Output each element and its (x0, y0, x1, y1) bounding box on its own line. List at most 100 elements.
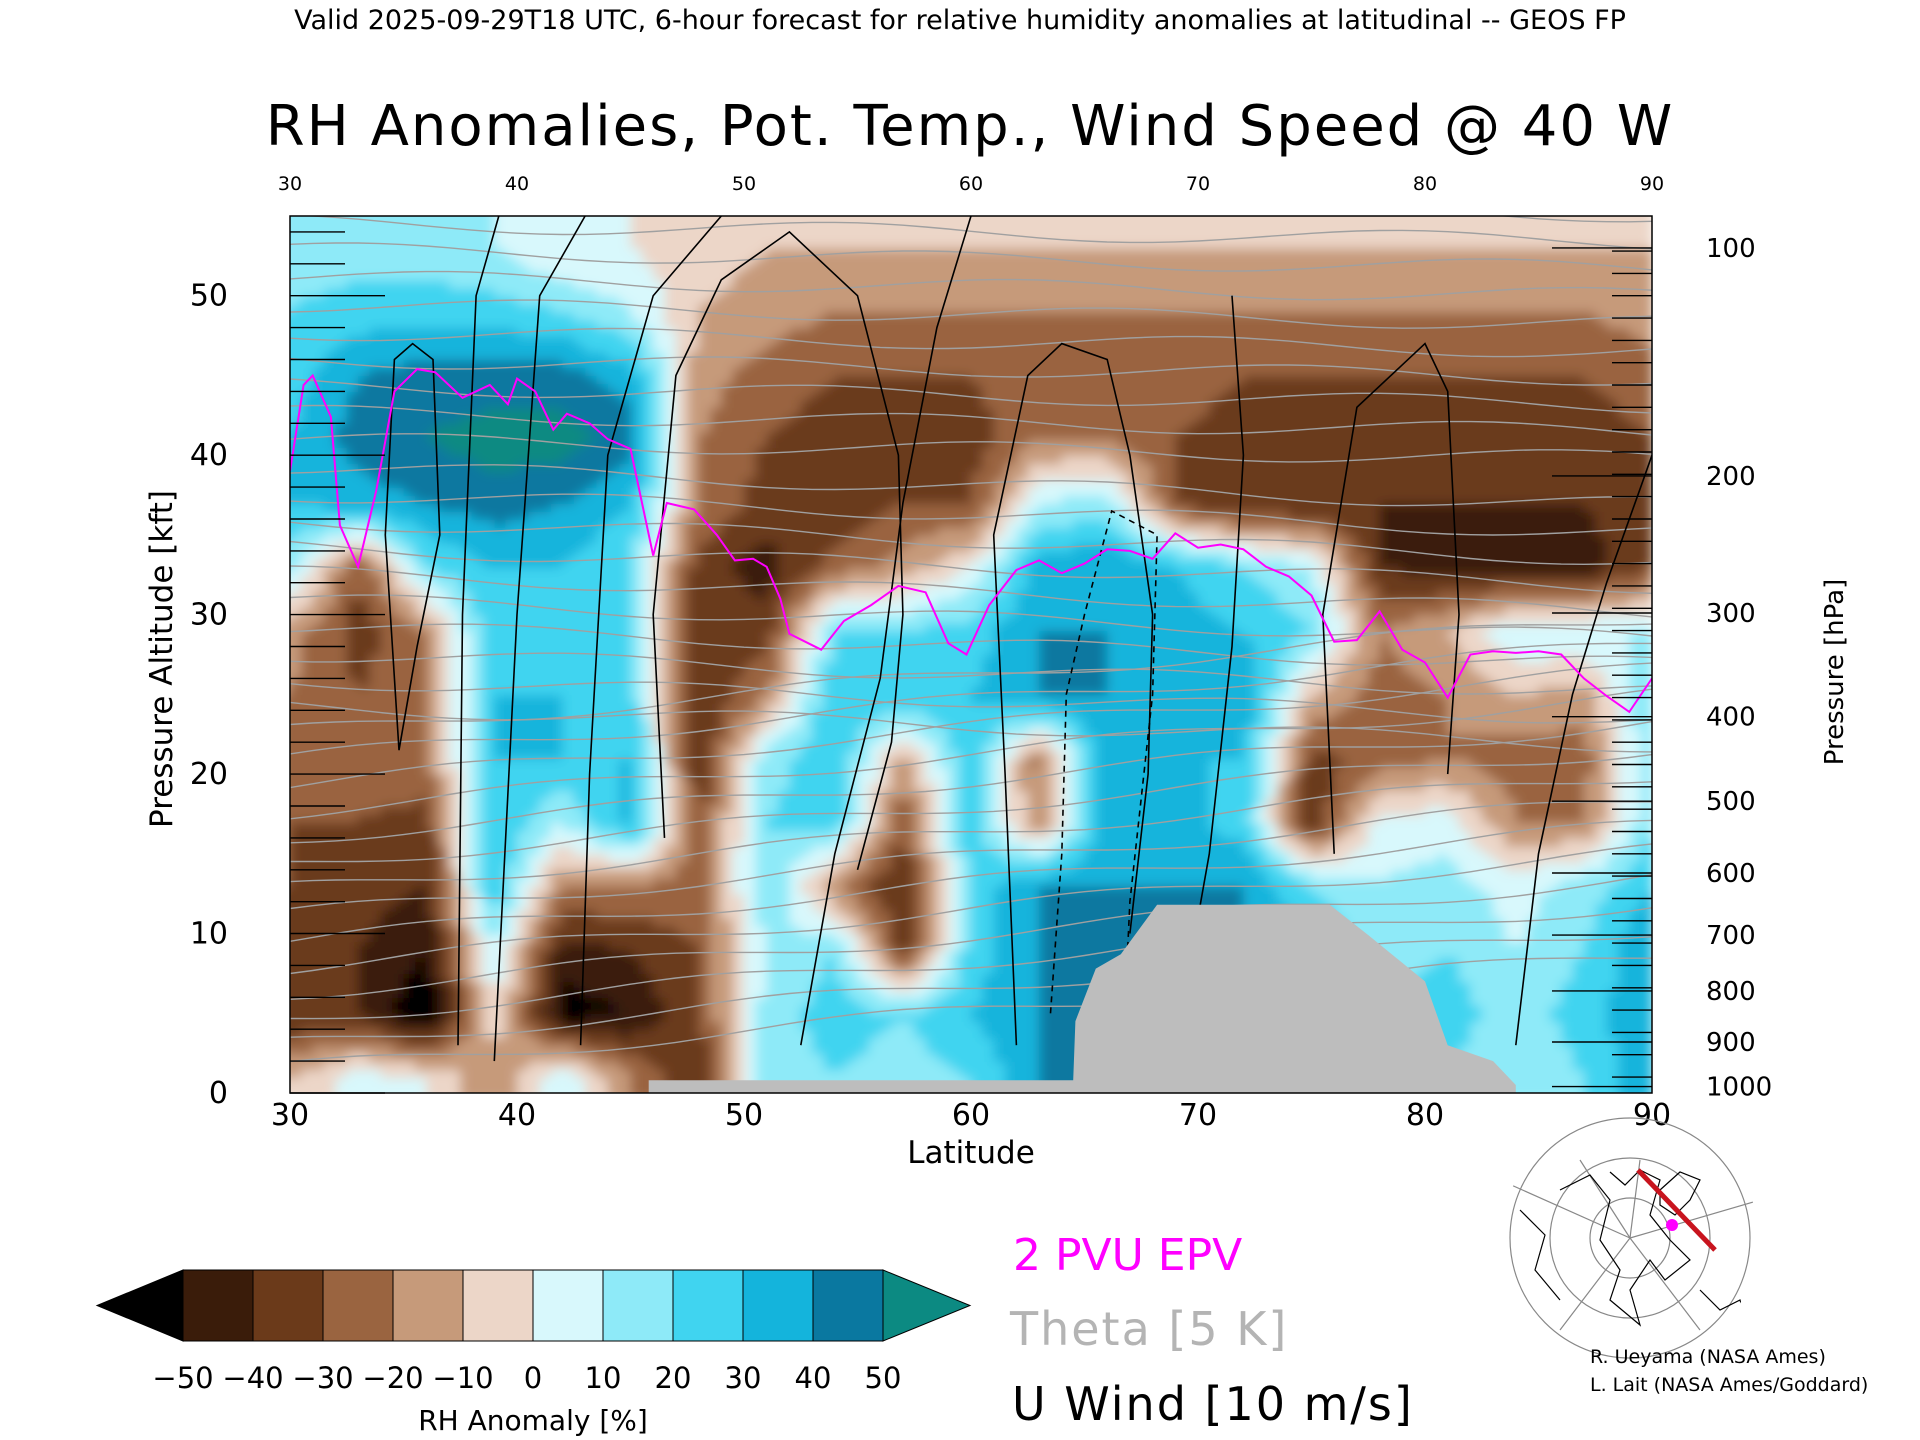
heat-cell (630, 989, 643, 999)
heat-cell (482, 399, 495, 409)
heat-cell (460, 311, 473, 321)
heat-cell (630, 455, 643, 464)
heat-cell (312, 630, 325, 640)
heat-cell (721, 837, 734, 847)
heat-cell (744, 271, 757, 281)
heat-cell (597, 200, 609, 209)
heat-cell (732, 239, 745, 249)
heat-cell (403, 487, 416, 496)
heat-cell (744, 495, 757, 504)
heat-cell (573, 231, 586, 241)
heat-cell (290, 829, 291, 839)
heat-cell (369, 582, 382, 592)
heat-cell (607, 973, 620, 983)
heat-cell (675, 957, 689, 967)
heat-cell (392, 471, 405, 480)
heat-cell (460, 487, 473, 496)
heat-cell (471, 909, 484, 919)
heat-cell (710, 1069, 723, 1078)
heat-cell (710, 590, 723, 600)
heat-cell (675, 646, 689, 656)
heat-cell (539, 1061, 552, 1070)
heat-cell (369, 829, 382, 839)
heat-cell (675, 335, 689, 345)
heat-cell (358, 654, 371, 664)
heat-cell (596, 495, 609, 504)
heat-cell (562, 710, 575, 720)
heat-cell (551, 311, 564, 321)
heat-cell (687, 407, 700, 417)
heat-cell (766, 606, 779, 616)
heat-cell (766, 479, 779, 488)
heat-cell (426, 311, 439, 321)
heat-cell (505, 542, 518, 552)
heat-cell (324, 359, 337, 369)
heat-cell (630, 662, 643, 672)
heat-cell (290, 359, 303, 369)
heat-cell (744, 263, 757, 273)
heat-cell (324, 295, 337, 305)
heat-cell (505, 407, 518, 417)
heat-cell (551, 941, 564, 951)
heat-cell (346, 981, 359, 991)
heat-cell (426, 550, 439, 560)
heat-cell (335, 287, 348, 297)
heat-cell (562, 311, 575, 321)
heat-cell (551, 279, 564, 289)
heat-cell (619, 526, 632, 536)
heat-cell (675, 479, 689, 488)
heat-cell (426, 526, 439, 536)
heat-cell (744, 654, 757, 664)
heat-cell (732, 853, 745, 863)
heat-cell (528, 702, 541, 712)
heat-cell (687, 758, 700, 767)
heat-cell (551, 239, 564, 249)
heat-cell (653, 1005, 666, 1015)
heat-cell (755, 311, 768, 321)
heat-cell (437, 503, 450, 512)
heat-cell (607, 550, 620, 560)
heat-cell (653, 327, 666, 337)
heat-cell (448, 271, 462, 281)
heat-cell (403, 941, 416, 951)
heat-cell (403, 399, 416, 409)
heat-cell (710, 343, 723, 353)
heat-cell (517, 1021, 530, 1030)
heat-cell (517, 750, 530, 759)
heat-cell (482, 790, 495, 799)
heat-cell (619, 965, 632, 975)
heat-cell (732, 965, 745, 975)
heat-cell (437, 734, 450, 743)
heat-cell (698, 774, 711, 783)
heat-cell (426, 885, 439, 895)
heat-cell (721, 590, 734, 600)
heat-cell (301, 479, 314, 488)
heat-cell (664, 702, 677, 712)
heat-cell (755, 806, 768, 815)
heat-cell (585, 463, 598, 472)
heat-cell (698, 670, 711, 680)
heat-cell (641, 263, 655, 273)
heat-cell (482, 447, 495, 456)
heat-cell (562, 526, 575, 536)
heat-cell (641, 255, 655, 265)
heat-cell (755, 231, 768, 241)
heat-cell (766, 279, 779, 289)
heat-cell (505, 216, 518, 225)
heat-cell (755, 471, 768, 480)
heat-cell (403, 782, 416, 791)
heat-cell (505, 630, 518, 640)
heat-cell (346, 845, 359, 855)
heat-cell (471, 845, 484, 855)
heat-cell (744, 853, 757, 863)
heat-cell (596, 1037, 609, 1046)
heat-cell (369, 885, 382, 895)
heat-cell (641, 798, 655, 807)
heat-cell (619, 263, 632, 273)
heat-cell (358, 383, 371, 393)
heat-cell (710, 662, 723, 672)
heat-cell (653, 806, 666, 815)
heat-cell (675, 837, 689, 847)
heat-cell (517, 200, 529, 209)
heat-cell (403, 1053, 416, 1062)
